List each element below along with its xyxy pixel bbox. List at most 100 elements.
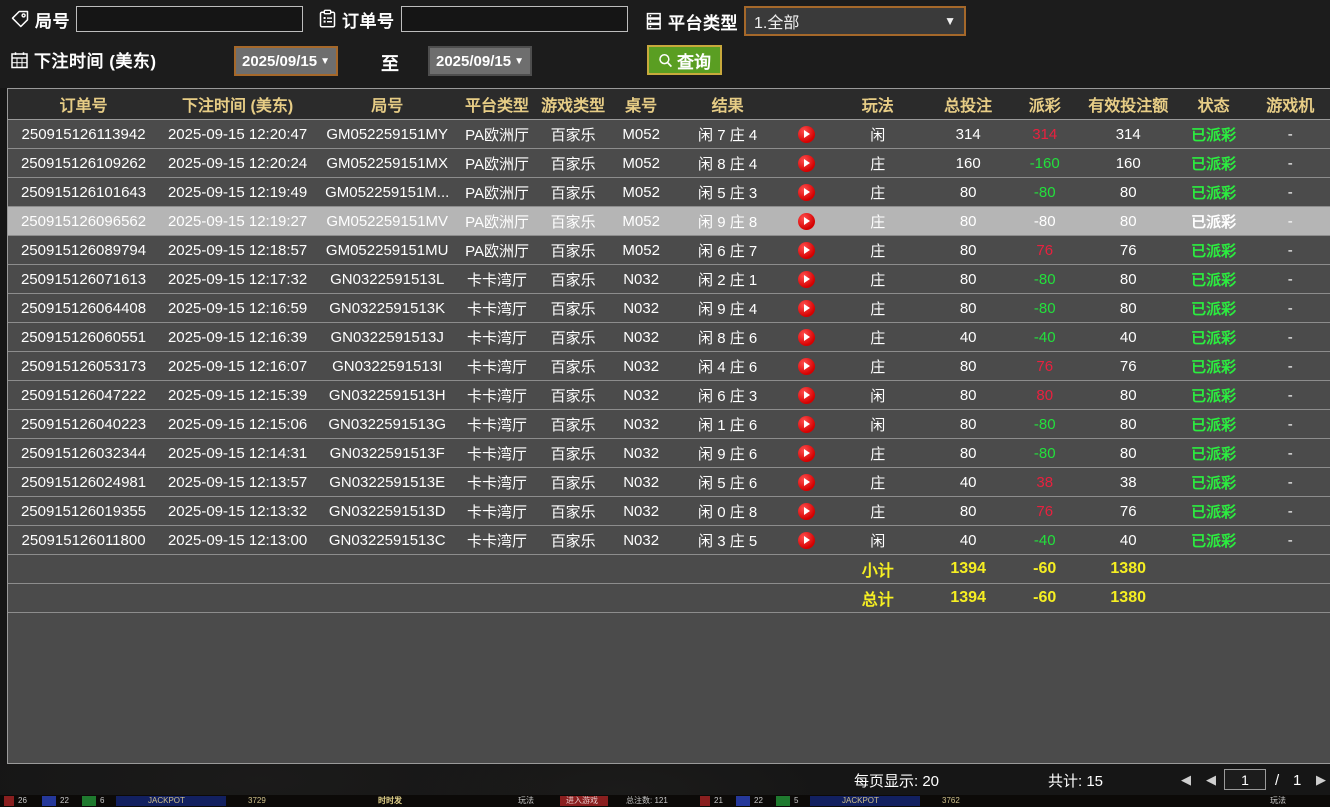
replay-play-icon[interactable] <box>783 299 829 317</box>
play-icon[interactable] <box>797 183 815 201</box>
table-row[interactable]: 250915126089794 2025-09-15 12:18:57 GM0522… <box>8 236 1330 265</box>
cell-payout: -40 <box>1033 531 1056 549</box>
table-body[interactable]: 250915126113942 2025-09-15 12:20:47 GM0522… <box>8 120 1330 555</box>
cell-table_no: N032 <box>623 473 660 491</box>
replay-play-icon[interactable] <box>783 125 829 143</box>
cell-bet_time: 2025-09-15 12:13:32 <box>167 502 308 520</box>
replay-play-icon[interactable] <box>783 415 829 433</box>
column-header-total_bet[interactable]: 总投注 <box>944 98 993 115</box>
column-header-order_no[interactable]: 订单号 <box>59 98 108 115</box>
replay-play-icon[interactable] <box>783 270 829 288</box>
replay-play-icon[interactable] <box>783 183 829 201</box>
table-row[interactable]: 250915126011800 2025-09-15 12:13:00 GN0322… <box>8 526 1330 555</box>
cell-valid_bet: 80 <box>1119 270 1137 288</box>
cell-game_machine: - <box>1287 183 1293 201</box>
cell-play_type: 庄 <box>870 503 886 521</box>
cell-game_type: 百家乐 <box>550 213 596 231</box>
play-icon[interactable] <box>797 241 815 259</box>
play-icon[interactable] <box>797 125 815 143</box>
cell-platform: 卡卡湾厅 <box>467 503 528 521</box>
table-row[interactable]: 250915126032344 2025-09-15 12:14:31 GN0322… <box>8 439 1330 468</box>
date-to-picker[interactable]: 2025/09/15 ▼ <box>428 46 532 76</box>
replay-play-icon[interactable] <box>783 386 829 404</box>
cell-total_bet: 80 <box>959 502 977 520</box>
cell-total_bet: 314 <box>955 125 981 143</box>
column-header-valid_bet[interactable]: 有效投注额 <box>1088 98 1169 115</box>
replay-play-icon[interactable] <box>783 357 829 375</box>
cell-play_type: 庄 <box>870 329 886 347</box>
table-row[interactable]: 250915126096562 2025-09-15 12:19:27 GM0522… <box>8 207 1330 236</box>
cell-game_type: 百家乐 <box>550 126 596 144</box>
table-row[interactable]: 250915126113942 2025-09-15 12:20:47 GM0522… <box>8 120 1330 149</box>
play-icon[interactable] <box>797 531 815 549</box>
column-header-payout[interactable]: 派彩 <box>1028 98 1061 115</box>
cell-game_type: 百家乐 <box>550 155 596 173</box>
play-icon[interactable] <box>797 386 815 404</box>
column-header-result[interactable]: 结果 <box>711 98 744 115</box>
date-from-picker[interactable]: 2025/09/15 ▼ <box>234 46 338 76</box>
replay-play-icon[interactable] <box>783 241 829 259</box>
play-icon[interactable] <box>797 444 815 462</box>
platform-type-select[interactable]: 1.全部 ▼ <box>744 6 966 36</box>
play-icon[interactable] <box>797 473 815 491</box>
first-page-button[interactable]: ◀ <box>1181 772 1191 787</box>
column-header-status[interactable]: 状态 <box>1197 98 1230 115</box>
order-no-input[interactable] <box>400 6 628 32</box>
table-row[interactable]: 250915126101643 2025-09-15 12:19:49 GM0522… <box>8 178 1330 207</box>
play-icon[interactable] <box>797 299 815 317</box>
bet-history-table-panel: 订单号 下注时间 (美东) 局号 平台类型 游戏类型 桌号 结果 玩法 总投注 派彩 有效投注额 状态… <box>7 88 1330 764</box>
cell-result: 闲 9 庄 4 <box>698 300 758 318</box>
column-header-table_no[interactable]: 桌号 <box>625 98 658 115</box>
replay-play-icon[interactable] <box>783 502 829 520</box>
play-icon[interactable] <box>797 415 815 433</box>
cell-play_type: 庄 <box>870 474 886 492</box>
prev-page-button[interactable]: ◀ <box>1206 772 1216 787</box>
order-no-label: 订单号 <box>342 11 395 31</box>
column-header-game_type[interactable]: 游戏类型 <box>541 98 606 115</box>
play-icon[interactable] <box>797 357 815 375</box>
replay-play-icon[interactable] <box>783 212 829 230</box>
column-header-play_type[interactable]: 玩法 <box>861 98 894 115</box>
column-header-bet_time[interactable]: 下注时间 (美东) <box>182 98 294 115</box>
table-row[interactable]: 250915126024981 2025-09-15 12:13:57 GN0322… <box>8 468 1330 497</box>
replay-play-icon[interactable] <box>783 473 829 491</box>
column-header-round_no[interactable]: 局号 <box>371 98 404 115</box>
table-row[interactable]: 250915126064408 2025-09-15 12:16:59 GN0322… <box>8 294 1330 323</box>
cell-game_type: 百家乐 <box>550 242 596 260</box>
table-row[interactable]: 250915126060551 2025-09-15 12:16:39 GN0322… <box>8 323 1330 352</box>
cell-round_no: GN0322591513C <box>328 531 446 549</box>
replay-play-icon[interactable] <box>783 444 829 462</box>
table-row[interactable]: 250915126040223 2025-09-15 12:15:06 GN0322… <box>8 410 1330 439</box>
platform-type-value: 1.全部 <box>754 15 800 32</box>
column-header-platform[interactable]: 平台类型 <box>465 98 530 115</box>
replay-play-icon[interactable] <box>783 154 829 172</box>
table-row[interactable]: 250915126109262 2025-09-15 12:20:24 GM0522… <box>8 149 1330 178</box>
cell-payout: -80 <box>1033 444 1056 462</box>
cell-game_type: 百家乐 <box>550 532 596 550</box>
bleed-play-label: 玩法 <box>518 796 534 805</box>
table-row[interactable]: 250915126047222 2025-09-15 12:15:39 GN0322… <box>8 381 1330 410</box>
table-row[interactable]: 250915126019355 2025-09-15 12:13:32 GN0322… <box>8 497 1330 526</box>
page-number-input[interactable] <box>1224 769 1266 790</box>
play-icon[interactable] <box>797 328 815 346</box>
query-button[interactable]: 查询 <box>647 45 722 75</box>
play-icon[interactable] <box>797 502 815 520</box>
column-header-game_machine[interactable]: 游戏机 <box>1266 98 1315 115</box>
table-row[interactable]: 250915126053173 2025-09-15 12:16:07 GN0322… <box>8 352 1330 381</box>
pagination-footer: 每页显示: 20 共计: 15 ◀ ◀ / 1 ▶ <box>0 765 1330 795</box>
table-row[interactable]: 250915126071613 2025-09-15 12:17:32 GN0322… <box>8 265 1330 294</box>
replay-play-icon[interactable] <box>783 328 829 346</box>
cell-status: 已派彩 <box>1191 126 1237 144</box>
cell-payout: 314 <box>1032 125 1058 143</box>
play-icon[interactable] <box>797 270 815 288</box>
cell-round_no: GM052259151MV <box>326 212 449 230</box>
replay-play-icon[interactable] <box>783 531 829 549</box>
play-icon[interactable] <box>797 212 815 230</box>
play-icon[interactable] <box>797 154 815 172</box>
cell-payout: 76 <box>1036 241 1054 259</box>
next-page-button[interactable]: ▶ <box>1316 772 1326 787</box>
round-no-input[interactable] <box>76 6 303 32</box>
cell-bet_time: 2025-09-15 12:20:24 <box>167 154 308 172</box>
date-to-value: 2025/09/15 <box>436 52 512 70</box>
